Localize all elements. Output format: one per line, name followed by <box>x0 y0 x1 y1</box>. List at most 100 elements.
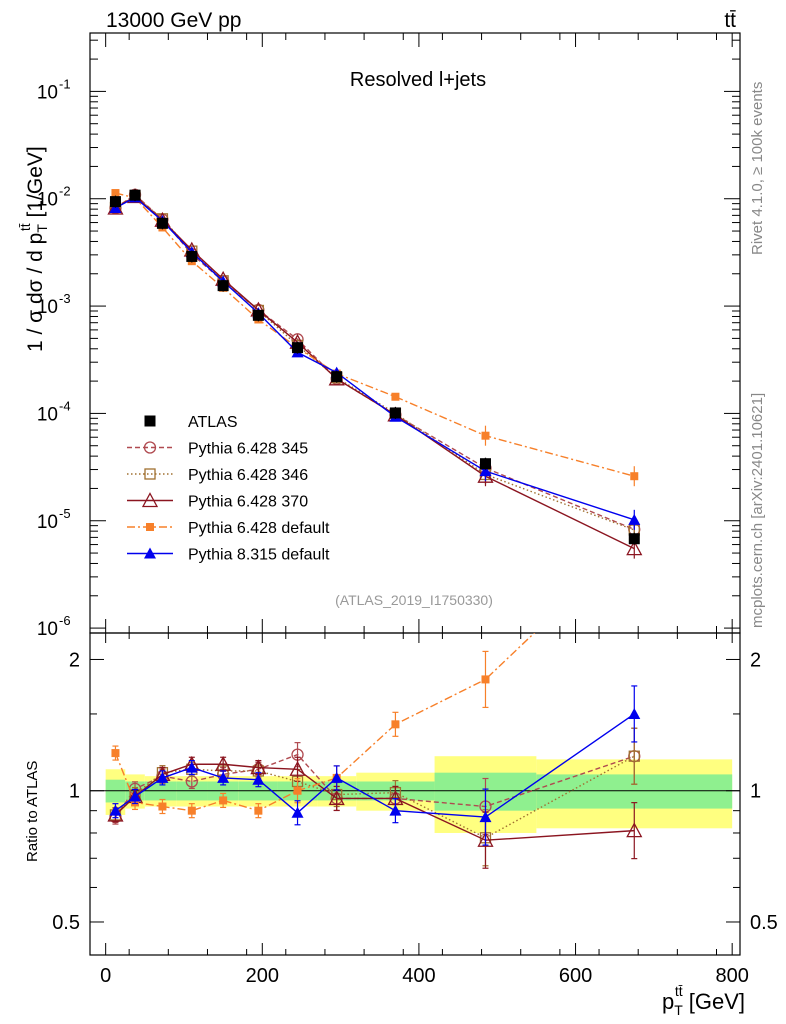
lower-y-axis-label: Ratio to ATLAS <box>24 761 41 862</box>
y-tick-label-upper: 10 <box>37 619 58 640</box>
point-pythia-6-428-370 <box>107 199 124 215</box>
legend-marker-pythia-6-428-346 <box>144 468 156 480</box>
collision-label: 13000 GeV pp <box>106 9 241 32</box>
y-tick-label-lower: 1 <box>69 781 80 803</box>
ratio-point-pythia-6-428-370 <box>215 755 232 771</box>
x-tick-label: 600 <box>559 965 592 987</box>
point-pythia-8-315-default <box>628 513 641 525</box>
uncertainty-bands <box>90 756 740 833</box>
x-tick-label: 200 <box>246 965 279 987</box>
x-tick-label: 800 <box>715 965 748 987</box>
upper-series-group <box>107 188 643 559</box>
lower-series-group <box>107 633 643 869</box>
y-tick-label-upper: 10 <box>37 190 58 211</box>
upper-y-label-sub: T <box>34 224 50 233</box>
ratio-point-pythia-8-315-default <box>389 804 402 816</box>
ratio-point-pythia-8-315-default <box>156 771 169 783</box>
y-tick-label-upper: 10 <box>37 82 58 103</box>
point-atlas <box>186 250 198 262</box>
legend-label-pythia-6-428-default: Pythia 6.428 default <box>188 520 330 537</box>
y-tick-label-upper: 10 <box>37 297 58 318</box>
ratio-point-pythia-6-428-370 <box>328 790 345 806</box>
y-tick-label-lower-right: 1 <box>750 781 761 803</box>
x-label-unit: [GeV] <box>683 989 745 1014</box>
process-label: tt̄ <box>724 9 736 32</box>
analysis-tag: (ATLAS_2019_I1750330) <box>335 592 493 608</box>
ratio-point-pythia-8-315-default <box>291 806 304 818</box>
point-pythia-8-315-default <box>479 465 492 477</box>
x-label-sup: tt̄ <box>675 983 683 999</box>
ratio-point-pythia-6-428-default <box>219 796 228 805</box>
mcplots-label: mcplots.cern.ch [arXiv:2401.10621] <box>749 393 766 628</box>
legend-label-atlas: ATLAS <box>188 414 238 431</box>
legend-marker-pythia-6-428-370 <box>141 492 159 508</box>
point-pythia-6-428-370 <box>626 540 643 556</box>
point-atlas <box>109 196 121 208</box>
point-atlas <box>389 407 401 419</box>
y-tick-exponent-upper: -5 <box>59 506 71 521</box>
chart-title: Resolved l+jets <box>350 69 486 91</box>
ratio-point-pythia-8-315-default <box>628 707 641 719</box>
point-pythia-6-428-default <box>391 392 400 401</box>
upper-y-label-sup: tt̄ <box>17 223 33 231</box>
legend: ATLAS Pythia 6.428 345 Pythia 6.428 346 Pyt… <box>127 414 330 564</box>
y-tick-exponent-upper: -4 <box>59 398 71 413</box>
point-atlas <box>217 280 229 292</box>
point-atlas <box>331 371 343 383</box>
y-tick-exponent-upper: -1 <box>59 76 71 91</box>
x-axis-label: pTtt̄ [GeV] <box>662 983 745 1018</box>
ratio-point-pythia-6-428-default <box>481 675 490 684</box>
y-tick-label-upper: 10 <box>37 512 58 533</box>
point-pythia-6-428-default <box>111 189 120 198</box>
ratio-point-pythia-8-315-default <box>479 811 492 823</box>
legend-label-pythia-6-428-345: Pythia 6.428 345 <box>188 441 308 458</box>
ratio-point-pythia-8-315-default <box>185 761 198 773</box>
ratio-point-pythia-8-315-default <box>252 773 265 785</box>
ratio-point-pythia-8-315-default <box>217 771 230 783</box>
ratio-point-pythia-6-428-default <box>111 749 120 758</box>
y-tick-label-lower-right: 2 <box>750 649 761 671</box>
ratio-point-pythia-8-315-default <box>129 790 142 802</box>
ratio-point-pythia-8-315-default <box>109 804 122 816</box>
x-tick-label: 0 <box>100 965 111 987</box>
y-tick-label-upper: 10 <box>37 404 58 425</box>
ratio-point-pythia-8-315-default <box>330 771 343 783</box>
ratio-point-pythia-6-428-default <box>391 720 400 729</box>
legend-marker-pythia-8-315-default <box>144 547 156 559</box>
ratio-point-pythia-6-428-default <box>158 802 167 811</box>
y-tick-exponent-upper: -3 <box>59 291 71 306</box>
point-atlas <box>129 189 141 201</box>
point-pythia-6-428-default <box>481 431 490 440</box>
y-tick-exponent-upper: -2 <box>59 184 71 199</box>
point-atlas <box>292 342 304 354</box>
ratio-point-pythia-6-428-370 <box>626 822 643 838</box>
legend-label-pythia-8-315-default: Pythia 8.315 default <box>188 547 330 564</box>
point-atlas <box>156 217 168 229</box>
legend-label-pythia-6-428-370: Pythia 6.428 370 <box>188 494 308 511</box>
y-tick-label-lower-right: 0.5 <box>750 912 778 934</box>
ratio-point-pythia-6-428-346 <box>628 750 640 762</box>
upper-y-label-unit: [1/GeV] <box>24 146 47 223</box>
legend-marker-pythia-6-428-default <box>146 523 154 531</box>
ratio-point-pythia-6-428-default <box>293 786 302 795</box>
ratio-point-pythia-6-428-default <box>187 806 196 815</box>
legend-marker-atlas <box>144 415 156 427</box>
legend-label-pythia-6-428-346: Pythia 6.428 346 <box>188 467 308 484</box>
series-line-pythia-6-428-default <box>115 192 635 477</box>
x-label-main: p <box>662 989 674 1014</box>
upper-panel-frame <box>89 32 741 634</box>
lower-panel-frame <box>89 632 741 956</box>
upper-y-label-main: 1 / σ dσ / d p <box>24 233 47 352</box>
point-atlas <box>479 458 491 470</box>
legend-marker-pythia-6-428-345 <box>143 441 157 454</box>
y-tick-exponent-upper: -6 <box>59 613 71 628</box>
y-tick-label-lower: 2 <box>69 649 80 671</box>
ratio-point-pythia-6-428-370 <box>477 831 494 847</box>
upper-y-axis-label: 1 / σ dσ / d pTtt̄ [1/GeV] <box>17 146 50 352</box>
x-label-sub: T <box>674 1002 683 1018</box>
point-pythia-6-428-default <box>630 472 639 481</box>
y-tick-label-lower: 0.5 <box>52 912 80 934</box>
x-tick-label: 400 <box>402 965 435 987</box>
